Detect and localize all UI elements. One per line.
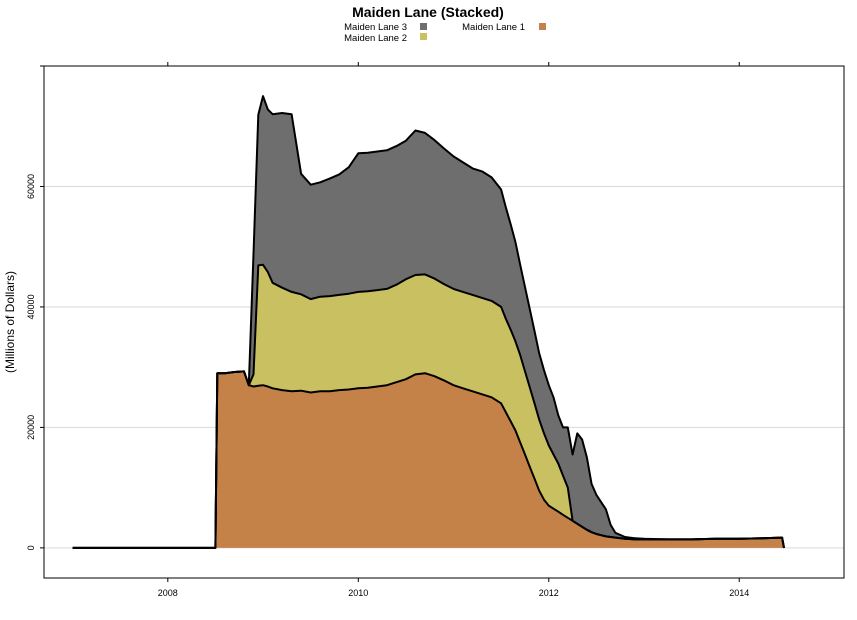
legend-swatch-maiden-lane-2 bbox=[420, 33, 427, 40]
legend-swatch-maiden-lane-1 bbox=[539, 23, 546, 30]
plot-frame bbox=[43, 65, 845, 579]
legend-label-maiden-lane-2: Maiden Lane 2 bbox=[344, 33, 407, 44]
stacked-areas bbox=[72, 95, 785, 549]
legend-swatch-maiden-lane-3 bbox=[420, 23, 427, 30]
x-tick-label: 2014 bbox=[729, 588, 749, 598]
legend-label-maiden-lane-3: Maiden Lane 3 bbox=[344, 22, 407, 33]
y-tick-label: 60000 bbox=[26, 174, 36, 199]
y-axis: 0 20000 40000 60000 bbox=[26, 65, 44, 550]
legend-label-maiden-lane-1: Maiden Lane 1 bbox=[462, 22, 525, 33]
area-maiden-lane-3 bbox=[72, 96, 785, 548]
line-maiden-lane-3 bbox=[72, 95, 785, 549]
y-tick-label: 40000 bbox=[26, 294, 36, 319]
line-maiden-lane-2 bbox=[72, 263, 785, 549]
y-tick-label: 20000 bbox=[26, 415, 36, 440]
x-tick-label: 2010 bbox=[348, 588, 368, 598]
y-axis-label: (Millions of Dollars) bbox=[3, 271, 17, 373]
x-axis: 2008 2010 2012 2014 bbox=[158, 62, 749, 598]
area-maiden-lane-2 bbox=[72, 264, 785, 548]
x-tick-label: 2012 bbox=[539, 588, 559, 598]
chart-title: Maiden Lane (Stacked) bbox=[352, 4, 504, 20]
x-tick-label: 2008 bbox=[158, 588, 178, 598]
area-maiden-lane-1 bbox=[72, 371, 785, 548]
y-tick-label: 0 bbox=[26, 545, 36, 550]
